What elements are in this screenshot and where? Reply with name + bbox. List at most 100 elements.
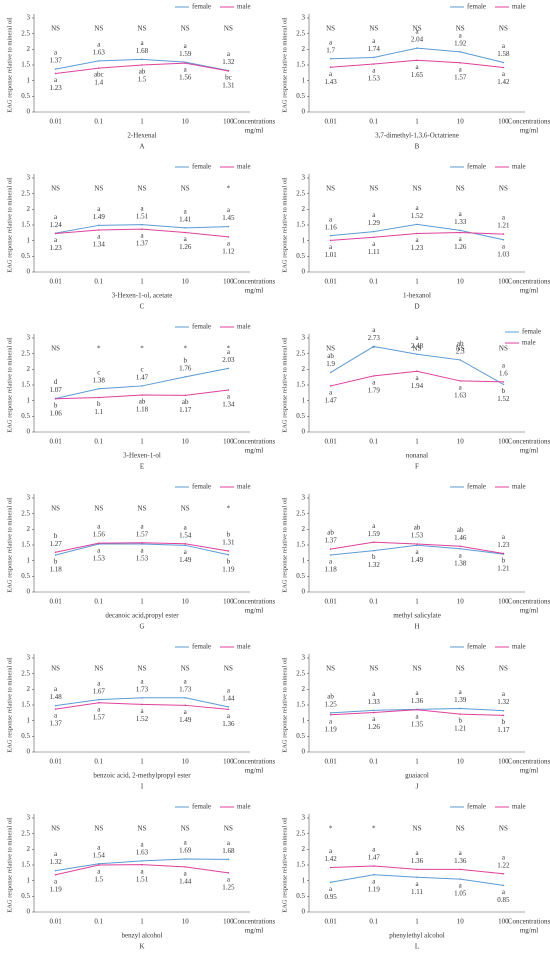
significance: NS: [369, 665, 378, 673]
point: [141, 703, 143, 706]
significance: NS: [224, 665, 233, 673]
group-letter: c: [140, 366, 143, 374]
y-axis-label: EAG response relative to mineral oil: [281, 497, 288, 593]
group-letter: b: [227, 531, 231, 539]
group-letter: a: [459, 65, 463, 73]
value-label: 1.33: [368, 698, 381, 706]
point: [416, 543, 418, 545]
group-letter: b: [502, 718, 506, 726]
point: [329, 712, 332, 714]
y-tick-label: 2.5: [296, 349, 305, 357]
value-label: 2.73: [368, 334, 381, 342]
significance: NS: [138, 185, 147, 193]
point: [459, 359, 462, 361]
legend-label: male: [512, 3, 526, 11]
legend-label: female: [192, 483, 211, 491]
compound-name: nonanal: [406, 452, 428, 460]
point: [329, 385, 332, 387]
value-label: 1.1: [94, 408, 103, 416]
point: [502, 552, 505, 555]
group-letter: b: [54, 532, 58, 540]
group-letter: a: [459, 551, 463, 559]
value-label: 1.52: [497, 395, 510, 403]
y-tick-label: 0.5: [296, 732, 305, 740]
point: [373, 865, 375, 867]
point: [54, 873, 57, 876]
y-tick-label: 2.5: [296, 669, 305, 677]
group-letter: a: [140, 867, 144, 875]
value-label: 1.36: [222, 720, 235, 728]
group-letter: a: [227, 712, 231, 720]
group-letter: a: [227, 348, 231, 356]
group-letter: a: [329, 70, 333, 78]
y-tick-label: 2: [302, 685, 306, 693]
group-letter: ab: [414, 524, 421, 532]
point: [416, 708, 418, 711]
x-tick-label: 1: [140, 598, 144, 606]
significance: NS: [94, 665, 103, 673]
x-tick-label: 0.01: [324, 278, 337, 286]
point: [416, 47, 418, 49]
value-label: 1.03: [497, 250, 510, 258]
y-tick-label: 1: [27, 876, 31, 884]
value-label: 1.33: [454, 218, 467, 226]
x-axis-unit: mg/ml: [520, 127, 538, 135]
value-label: 1.53: [411, 532, 424, 540]
point: [502, 61, 505, 64]
significance: NS: [224, 25, 233, 33]
y-tick-label: 2: [27, 525, 31, 533]
point: [184, 542, 186, 545]
group-letter: a: [329, 885, 333, 893]
value-label: 1.23: [411, 244, 424, 252]
group-letter: a: [415, 374, 419, 382]
point: [227, 236, 230, 238]
point: [416, 868, 418, 871]
value-label: 1.42: [497, 78, 510, 86]
point: [98, 396, 100, 399]
significance: NS: [413, 185, 422, 193]
group-letter: a: [502, 853, 506, 861]
point: [141, 64, 143, 66]
point: [373, 375, 375, 377]
group-letter: a: [97, 843, 101, 851]
x-tick-label: 0.01: [49, 118, 62, 126]
point: [459, 545, 462, 548]
y-axis-label: EAG response relative to mineral oil: [281, 337, 288, 433]
group-letter: a: [329, 717, 333, 725]
group-letter: a: [329, 389, 333, 397]
point: [54, 551, 57, 554]
x-axis-label: Concentrations: [508, 598, 550, 606]
group-letter: a: [97, 547, 101, 555]
value-label: 1.31: [222, 82, 235, 90]
legend-label: male: [512, 483, 526, 491]
y-tick-label: 0.5: [21, 412, 30, 420]
value-label: 1.11: [411, 888, 423, 896]
group-letter: a: [54, 49, 58, 57]
y-tick-label: 2.5: [21, 669, 30, 677]
significance: *: [97, 345, 101, 353]
significance: NS: [138, 505, 147, 513]
value-label: 1.23: [49, 84, 62, 92]
value-label: 1.56: [93, 531, 106, 539]
value-label: 1.73: [179, 685, 192, 693]
point: [459, 62, 462, 64]
x-tick-label: 1: [415, 918, 419, 926]
y-tick-label: 0: [27, 588, 31, 596]
x-axis-unit: mg/ml: [245, 447, 263, 455]
legend-label: male: [237, 643, 251, 651]
x-tick-label: 100: [498, 918, 509, 926]
value-label: 1.17: [179, 406, 192, 414]
y-tick-label: 1.5: [296, 381, 305, 389]
significance: NS: [181, 505, 190, 513]
y-axis-label: EAG response relative to mineral oil: [6, 657, 13, 753]
point: [329, 234, 332, 237]
y-tick-label: 0.5: [296, 892, 305, 900]
y-tick-label: 3: [27, 814, 31, 822]
group-letter: a: [415, 28, 419, 36]
point: [184, 858, 186, 860]
point: [416, 876, 418, 879]
x-tick-label: 10: [457, 118, 465, 126]
x-tick-label: 100: [498, 438, 509, 446]
group-letter: a: [97, 523, 101, 531]
point: [98, 862, 100, 865]
